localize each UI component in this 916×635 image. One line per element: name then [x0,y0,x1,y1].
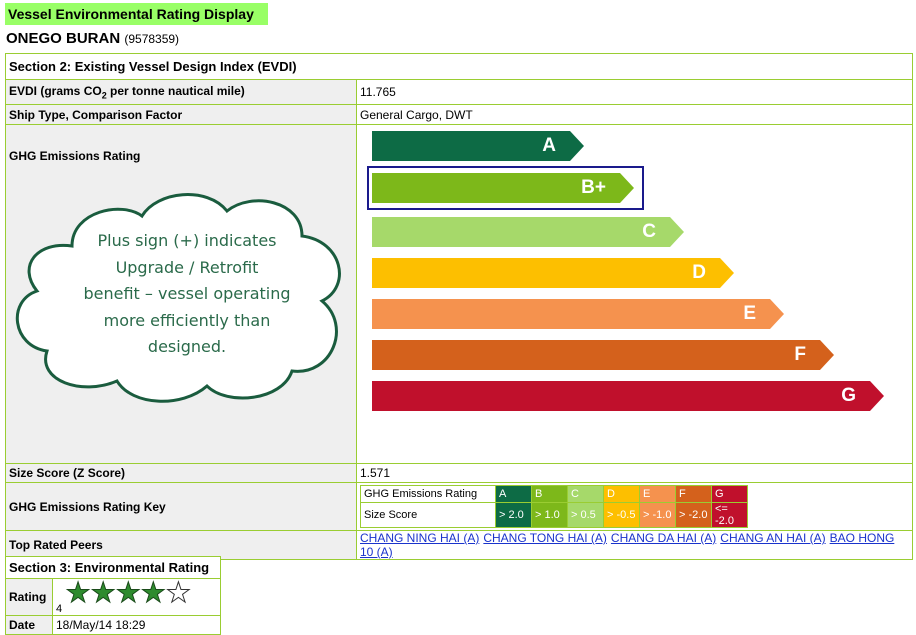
evdi-label: EVDI (grams CO2 per tonne nautical mile) [5,79,357,105]
rating-bar-d: D [372,258,734,288]
size-score-value: 1.571 [356,463,913,483]
key-grade-g: G [711,485,748,503]
star-empty-icon: ★ [165,577,192,608]
key-score-f: > -2.0 [675,502,712,528]
key-grade-e: E [639,485,676,503]
rating-label: Rating [5,578,53,616]
key-score-b: > 1.0 [531,502,568,528]
star-filled-icon: ★ [90,577,116,608]
star-rating: ★★★★★ [65,577,192,608]
key-row-size-label: Size Score [360,502,496,528]
rating-bar-c: C [372,217,684,247]
key-grade-d: D [603,485,640,503]
key-score-a: > 2.0 [495,502,532,528]
rating-key-label: GHG Emissions Rating Key [5,482,357,531]
top-peers-label: Top Rated Peers [5,530,357,560]
top-peers-list: CHANG NING HAI (A) CHANG TONG HAI (A) CHAN… [356,530,913,560]
rating-bar-a: A [372,131,584,161]
peer-link[interactable]: CHANG AN HAI (A) [720,531,826,545]
vessel-heading: ONEGO BURAN (9578359) [6,30,179,47]
rating-bar-e: E [372,299,784,329]
rating-bar-b-plus: B+ [372,173,634,203]
date-value: 18/May/14 18:29 [52,615,221,635]
peer-link[interactable]: CHANG TONG HAI (A) [483,531,607,545]
key-grade-a: A [495,485,532,503]
star-filled-icon: ★ [115,577,141,608]
ghg-rating-cell: A B+ C D E F G [356,124,913,464]
section-2-table: Section 2: Existing Vessel Design Index … [5,53,913,560]
page-title: Vessel Environmental Rating Display [5,3,268,25]
star-filled-icon: ★ [140,577,166,608]
rating-bars: A B+ C D E F G [357,125,909,463]
callout-cloud: Plus sign (+) indicates Upgrade / Retrof… [12,186,352,408]
key-grade-b: B [531,485,568,503]
key-score-c: > 0.5 [567,502,604,528]
rating-value: 4 [56,603,63,615]
rating-bar-f: F [372,340,834,370]
callout-text: Plus sign (+) indicates Upgrade / Retrof… [83,231,291,356]
key-score-e: > -1.0 [639,502,676,528]
key-score-g: <= -2.0 [711,502,748,528]
size-score-label: Size Score (Z Score) [5,463,357,483]
section-2-title: Section 2: Existing Vessel Design Index … [5,53,913,80]
ship-type-value: General Cargo, DWT [356,104,913,125]
rating-bar-g: G [372,381,884,411]
ship-type-label: Ship Type, Comparison Factor [5,104,357,125]
section-3-title: Section 3: Environmental Rating [5,556,221,579]
key-grade-f: F [675,485,712,503]
date-label: Date [5,615,53,635]
evdi-value: 11.765 [356,79,913,105]
section-3-table: Section 3: Environmental Rating Rating 4… [5,556,221,635]
vessel-imo: (9578359) [124,32,180,46]
rating-cell: 4 ★★★★★ [52,577,221,616]
key-grade-c: C [567,485,604,503]
cloud-shape [15,193,341,403]
key-row-rating-label: GHG Emissions Rating [360,485,496,503]
selected-rating-highlight [367,166,644,210]
peer-link[interactable]: CHANG NING HAI (A) [360,531,480,545]
peer-link[interactable]: BAO HONG 10 (A) [360,531,895,559]
peer-link[interactable]: CHANG DA HAI (A) [610,531,717,545]
key-score-d: > -0.5 [603,502,640,528]
vessel-name: ONEGO BURAN [6,30,121,47]
star-filled-icon: ★ [65,577,91,608]
